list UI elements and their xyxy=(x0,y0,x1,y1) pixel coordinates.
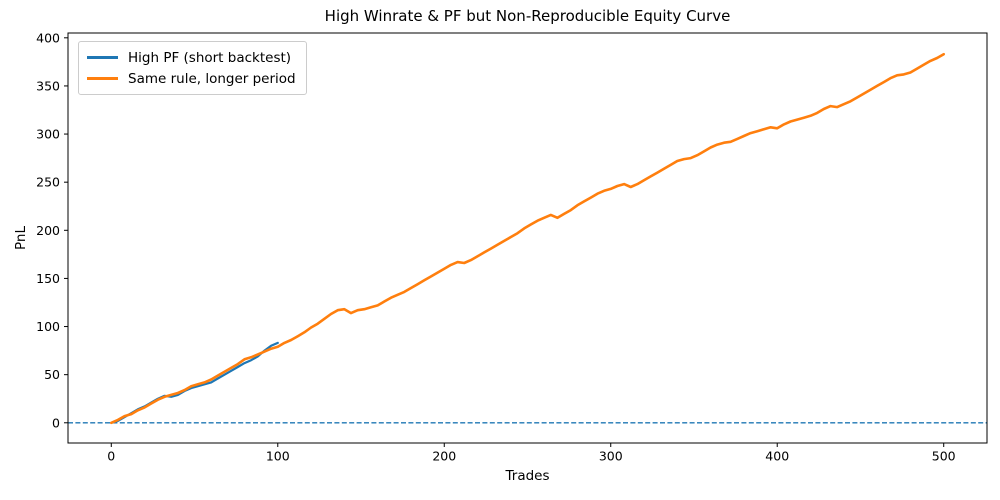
y-tick-label: 300 xyxy=(36,127,60,142)
x-tick-label: 100 xyxy=(266,449,290,464)
y-tick-label: 50 xyxy=(44,367,60,382)
series-line-1 xyxy=(110,52,946,425)
legend-line-swatch-1 xyxy=(87,77,118,80)
y-tick-label: 0 xyxy=(52,415,60,430)
axes-box xyxy=(67,32,988,444)
x-tick-label: 300 xyxy=(599,449,623,464)
legend-line-swatch-0 xyxy=(87,56,118,59)
y-tick-label: 200 xyxy=(36,223,60,238)
legend-item: High PF (short backtest) xyxy=(87,47,296,68)
chart-title: High Winrate & PF but Non-Reproducible E… xyxy=(324,7,731,25)
y-axis-label: PnL xyxy=(13,226,29,250)
x-tick-label: 0 xyxy=(107,449,115,464)
x-tick-label: 200 xyxy=(432,449,456,464)
y-tick-label: 350 xyxy=(36,78,60,93)
legend: High PF (short backtest) Same rule, longe… xyxy=(78,41,307,95)
y-tick-label: 250 xyxy=(36,175,60,190)
y-tick-label: 400 xyxy=(36,30,60,45)
y-tick-label: 100 xyxy=(36,319,60,334)
legend-item: Same rule, longer period xyxy=(87,68,296,89)
x-tick-label: 400 xyxy=(765,449,789,464)
x-tick-label: 500 xyxy=(932,449,956,464)
legend-item-label: High PF (short backtest) xyxy=(128,49,292,66)
y-tick-label: 150 xyxy=(36,271,60,286)
x-axis-label: Trades xyxy=(505,468,550,484)
legend-item-label: Same rule, longer period xyxy=(128,70,296,87)
